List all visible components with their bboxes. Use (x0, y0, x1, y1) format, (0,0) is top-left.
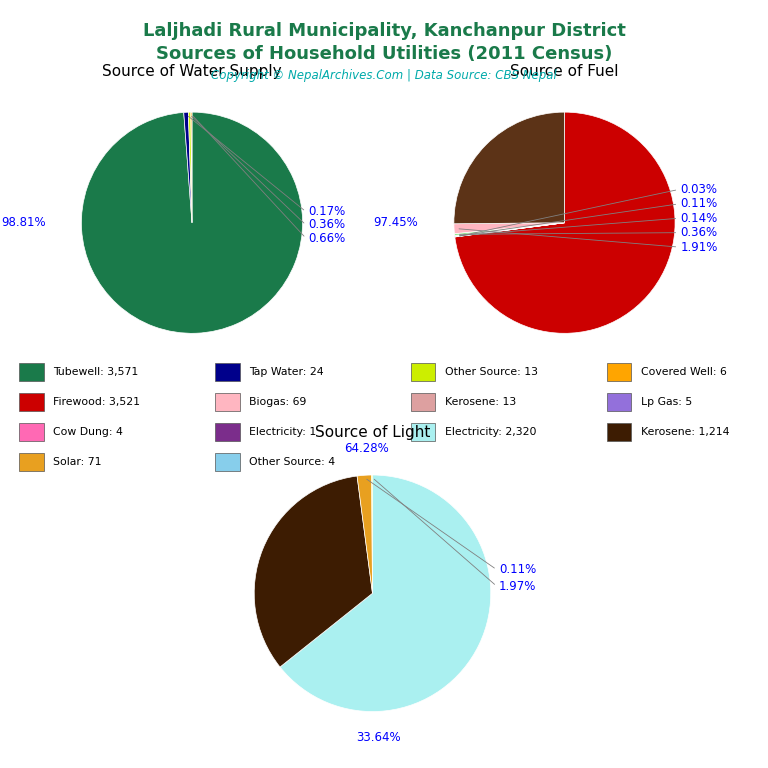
Bar (411, 423, 435, 441)
Title: Source of Water Supply: Source of Water Supply (102, 65, 282, 79)
Wedge shape (455, 223, 564, 236)
Bar (607, 423, 631, 441)
Text: 1.97%: 1.97% (499, 580, 536, 593)
Text: 0.36%: 0.36% (680, 226, 718, 239)
Bar (411, 363, 435, 381)
Bar (19, 363, 44, 381)
Bar (19, 423, 44, 441)
Wedge shape (188, 112, 192, 223)
Text: 97.45%: 97.45% (374, 217, 419, 229)
Text: Firewood: 3,521: Firewood: 3,521 (53, 397, 140, 407)
Bar (607, 393, 631, 411)
Text: 0.11%: 0.11% (680, 197, 718, 210)
Bar (215, 453, 240, 471)
Text: Cow Dung: 4: Cow Dung: 4 (53, 427, 123, 437)
Bar (19, 393, 44, 411)
Bar (215, 363, 240, 381)
Text: 0.03%: 0.03% (680, 183, 717, 196)
Text: 1.91%: 1.91% (680, 240, 718, 253)
Text: Biogas: 69: Biogas: 69 (249, 397, 306, 407)
Text: 0.11%: 0.11% (499, 563, 536, 576)
Text: Covered Well: 6: Covered Well: 6 (641, 367, 727, 377)
Wedge shape (455, 112, 675, 333)
Text: Laljhadi Rural Municipality, Kanchanpur District: Laljhadi Rural Municipality, Kanchanpur … (143, 22, 625, 39)
Text: Kerosene: 13: Kerosene: 13 (445, 397, 516, 407)
Text: 33.64%: 33.64% (356, 731, 401, 744)
Wedge shape (357, 475, 372, 593)
Text: 98.81%: 98.81% (2, 217, 46, 229)
Text: 64.28%: 64.28% (344, 442, 389, 455)
Text: Solar: 71: Solar: 71 (53, 457, 101, 467)
Text: Electricity: 1: Electricity: 1 (249, 427, 316, 437)
Text: Electricity: 2,320: Electricity: 2,320 (445, 427, 536, 437)
Text: Lp Gas: 5: Lp Gas: 5 (641, 397, 692, 407)
Bar (411, 393, 435, 411)
Text: Other Source: 4: Other Source: 4 (249, 457, 335, 467)
Wedge shape (454, 112, 564, 223)
Bar (19, 453, 44, 471)
Title: Source of Light: Source of Light (315, 425, 430, 440)
Title: Source of Fuel: Source of Fuel (510, 65, 619, 79)
Text: Tubewell: 3,571: Tubewell: 3,571 (53, 367, 138, 377)
Bar (215, 393, 240, 411)
Wedge shape (455, 223, 564, 237)
Text: 0.17%: 0.17% (308, 205, 346, 218)
Wedge shape (455, 223, 564, 237)
Wedge shape (184, 112, 192, 223)
Wedge shape (81, 112, 303, 333)
Text: Copyright © NepalArchives.Com | Data Source: CBS Nepal: Copyright © NepalArchives.Com | Data Sou… (211, 69, 557, 82)
Wedge shape (190, 112, 192, 223)
Text: Sources of Household Utilities (2011 Census): Sources of Household Utilities (2011 Cen… (156, 45, 612, 62)
Wedge shape (280, 475, 491, 711)
Bar (215, 423, 240, 441)
Text: 0.14%: 0.14% (680, 212, 718, 225)
Text: 0.36%: 0.36% (308, 218, 346, 231)
Text: Tap Water: 24: Tap Water: 24 (249, 367, 323, 377)
Wedge shape (454, 223, 564, 233)
Wedge shape (254, 476, 372, 667)
Text: 0.66%: 0.66% (308, 232, 346, 245)
Text: Other Source: 13: Other Source: 13 (445, 367, 538, 377)
Bar (607, 363, 631, 381)
Wedge shape (455, 223, 564, 237)
Text: Kerosene: 1,214: Kerosene: 1,214 (641, 427, 729, 437)
